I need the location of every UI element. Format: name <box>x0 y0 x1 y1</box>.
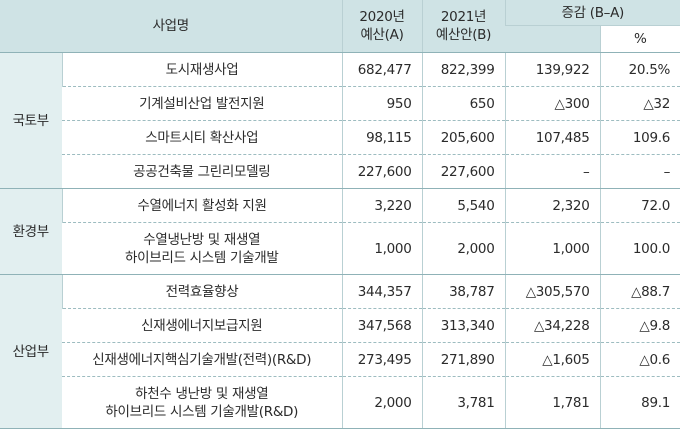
budget-2021-cell: 5,540 <box>421 188 505 223</box>
budget-2020-cell: 3,220 <box>341 188 422 223</box>
table-row: 환경부 수열에너지 활성화 지원 3,220 5,540 2,320 72.0 <box>0 188 680 275</box>
budget-2021-header: 2021년 예산안(B) <box>421 0 505 53</box>
difference-value-header <box>505 25 600 53</box>
percent-cell: △9.8 <box>599 308 680 343</box>
project-name-cell: 신재생에너지핵심기술개발(전력)(R&D) <box>62 342 342 377</box>
project-name-cell: 수열에너지 활성화 지원 <box>61 188 342 223</box>
difference-cell: 1,000 <box>504 222 600 275</box>
budget-2021-cell: 2,000 <box>421 222 505 275</box>
table-row: 산업부 전력효율향상 344,357 38,787 △305,570 △88.7 <box>0 274 680 429</box>
percent-cell: 109.6 <box>599 120 680 155</box>
table-row: 스마트시티 확산사업 98,115 205,600 107,485 109.6 <box>0 120 680 155</box>
percent-cell: △32 <box>599 86 680 121</box>
table-row: 기계설비산업 발전지원 950 650 △300 △32 <box>0 86 680 121</box>
budget-2021-cell: 650 <box>421 86 505 121</box>
difference-cell: △1,605 <box>504 342 600 377</box>
budget-2020-cell: 682,477 <box>341 52 422 87</box>
budget-2021-cell: 38,787 <box>421 274 505 309</box>
percent-cell: – <box>599 154 680 189</box>
project-name-cell: 수열냉난방 및 재생열 하이브리드 시스템 기술개발 <box>62 222 342 275</box>
ministry-cell: 산업부 <box>0 274 62 429</box>
budget-2020-header: 2020년 예산(A) <box>341 0 422 53</box>
ministry-cell: 국토부 <box>0 52 62 189</box>
table-row: 하천수 냉난방 및 재생열 하이브리드 시스템 기술개발(R&D) 2,000 … <box>0 376 680 429</box>
budget-2020-cell: 2,000 <box>341 376 422 429</box>
project-name-line2: 하이브리드 시스템 기술개발(R&D) <box>105 403 299 420</box>
budget-table: 사업명 2020년 예산(A) 2021년 예산안(B) 증감 (B–A) % … <box>0 0 680 429</box>
budget-2020-cell: 347,568 <box>341 308 422 343</box>
percent-cell: 20.5% <box>599 52 680 87</box>
table-row: 공공건축물 그린리모델링 227,600 227,600 – – <box>0 154 680 189</box>
project-name-line1: 수열냉난방 및 재생열 <box>143 231 261 248</box>
budget-2021-cell: 3,781 <box>421 376 505 429</box>
budget-2021-cell: 205,600 <box>421 120 505 155</box>
budget-2020-header-line2: 예산(A) <box>360 27 404 43</box>
budget-2020-cell: 950 <box>341 86 422 121</box>
ministry-cell: 환경부 <box>0 188 62 275</box>
table-row: 수열냉난방 및 재생열 하이브리드 시스템 기술개발 1,000 2,000 1… <box>0 222 680 275</box>
budget-2021-header-line1: 2021년 <box>440 9 487 25</box>
percent-cell: 72.0 <box>599 188 680 223</box>
percent-cell: △88.7 <box>599 274 680 309</box>
budget-2021-cell: 313,340 <box>421 308 505 343</box>
budget-2020-cell: 273,495 <box>341 342 422 377</box>
difference-cell: 1,781 <box>504 376 600 429</box>
project-name-cell: 도시재생사업 <box>61 52 342 87</box>
table-body: 국토부 도시재생사업 682,477 822,399 139,922 20.5%… <box>0 52 680 429</box>
percent-cell: △0.6 <box>599 342 680 377</box>
percent-cell: 100.0 <box>599 222 680 275</box>
project-name-line1: 하천수 냉난방 및 재생열 <box>135 385 269 402</box>
difference-header: 증감 (B–A) <box>504 0 680 26</box>
project-name-cell: 하천수 냉난방 및 재생열 하이브리드 시스템 기술개발(R&D) <box>62 376 342 429</box>
budget-2020-cell: 344,357 <box>341 274 422 309</box>
difference-cell: △305,570 <box>504 274 600 309</box>
budget-2020-header-line1: 2020년 <box>359 9 405 25</box>
table-row: 신재생에너지보급지원 347,568 313,340 △34,228 △9.8 <box>0 308 680 343</box>
project-name-header: 사업명 <box>0 0 342 53</box>
budget-2020-cell: 1,000 <box>341 222 422 275</box>
budget-2021-cell: 227,600 <box>421 154 505 189</box>
budget-2020-cell: 227,600 <box>341 154 422 189</box>
table-row: 신재생에너지핵심기술개발(전력)(R&D) 273,495 271,890 △1… <box>0 342 680 377</box>
project-name-cell: 스마트시티 확산사업 <box>62 120 342 155</box>
difference-cell: 139,922 <box>504 52 600 87</box>
difference-cell: – <box>504 154 600 189</box>
project-name-cell: 공공건축물 그린리모델링 <box>62 154 342 189</box>
budget-2020-cell: 98,115 <box>341 120 422 155</box>
percent-header: % <box>599 25 680 53</box>
difference-cell: 107,485 <box>504 120 600 155</box>
table-header: 사업명 2020년 예산(A) 2021년 예산안(B) 증감 (B–A) % <box>0 0 680 53</box>
percent-cell: 89.1 <box>599 376 680 429</box>
difference-cell: △300 <box>504 86 600 121</box>
budget-2021-cell: 822,399 <box>421 52 505 87</box>
project-name-cell: 전력효율향상 <box>61 274 342 309</box>
project-name-cell: 기계설비산업 발전지원 <box>62 86 342 121</box>
table-row: 국토부 도시재생사업 682,477 822,399 139,922 20.5% <box>0 52 680 189</box>
project-name-line2: 하이브리드 시스템 기술개발 <box>125 249 279 266</box>
budget-2021-header-line2: 예산안(B) <box>435 27 492 43</box>
budget-2021-cell: 271,890 <box>421 342 505 377</box>
difference-cell: △34,228 <box>504 308 600 343</box>
project-name-cell: 신재생에너지보급지원 <box>62 308 342 343</box>
difference-cell: 2,320 <box>504 188 600 223</box>
